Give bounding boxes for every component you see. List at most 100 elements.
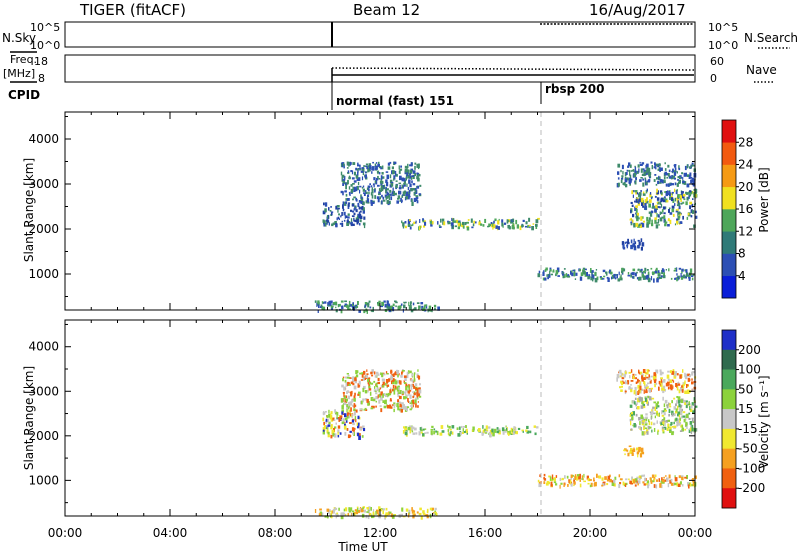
scatter-point bbox=[326, 215, 329, 219]
scatter-point bbox=[692, 190, 694, 194]
nsky-tick-low: 10^0 bbox=[30, 39, 60, 52]
scatter-point bbox=[637, 239, 640, 242]
scatter-point bbox=[362, 222, 366, 226]
scatter-point bbox=[355, 175, 359, 179]
scatter-point bbox=[654, 174, 657, 176]
scatter-point bbox=[340, 171, 343, 176]
scatter-point bbox=[380, 408, 383, 413]
scatter-point bbox=[338, 303, 341, 307]
y-tick-label: 4000 bbox=[28, 340, 59, 354]
scatter-point bbox=[656, 222, 659, 224]
scatter-point bbox=[346, 428, 349, 431]
scatter-point bbox=[646, 431, 649, 435]
scatter-point bbox=[655, 410, 658, 414]
scatter-point bbox=[341, 162, 345, 165]
scatter-point bbox=[375, 396, 379, 400]
scatter-point bbox=[465, 428, 468, 434]
scatter-point bbox=[640, 222, 644, 225]
scatter-point bbox=[363, 193, 366, 196]
scatter-point bbox=[314, 300, 317, 303]
scatter-point bbox=[616, 274, 618, 279]
scatter-point bbox=[571, 272, 574, 277]
scatter-point bbox=[359, 166, 361, 171]
scatter-point bbox=[646, 201, 649, 204]
scatter-point bbox=[350, 209, 353, 212]
scatter-point bbox=[630, 448, 633, 450]
scatter-point bbox=[409, 183, 412, 188]
scatter-point bbox=[624, 178, 628, 183]
scatter-point bbox=[424, 221, 427, 226]
scatter-point bbox=[656, 407, 658, 410]
scatter-point bbox=[691, 164, 693, 167]
power-frame bbox=[64, 111, 696, 311]
scatter-point bbox=[383, 300, 386, 303]
scatter-point bbox=[589, 479, 592, 481]
scatter-point bbox=[692, 198, 694, 200]
scatter-point bbox=[553, 481, 557, 484]
scatter-point bbox=[405, 394, 408, 397]
y-tick-label: 4000 bbox=[28, 132, 59, 146]
scatter-point bbox=[646, 188, 648, 192]
scatter-point bbox=[546, 480, 549, 484]
scatter-point bbox=[370, 199, 373, 204]
scatter-point bbox=[684, 415, 687, 419]
scatter-point bbox=[594, 481, 597, 487]
scatter-point bbox=[629, 180, 631, 184]
scatter-point bbox=[688, 278, 691, 281]
scatter-point bbox=[369, 165, 372, 170]
scatter-point bbox=[424, 432, 427, 434]
scatter-point bbox=[685, 413, 689, 419]
scatter-point bbox=[619, 276, 621, 280]
scatter-point bbox=[397, 394, 400, 397]
scatter-point bbox=[416, 302, 420, 304]
scatter-point bbox=[395, 173, 397, 176]
scatter-point bbox=[526, 430, 529, 434]
scatter-point bbox=[413, 374, 415, 379]
scatter-point bbox=[653, 372, 657, 377]
scatter-point bbox=[644, 206, 647, 210]
scatter-point bbox=[638, 198, 641, 202]
scatter-point bbox=[528, 217, 531, 222]
scatter-point bbox=[625, 183, 628, 188]
scatter-point bbox=[661, 410, 663, 415]
scatter-point bbox=[338, 418, 341, 422]
scatter-point bbox=[401, 195, 404, 198]
scatter-point bbox=[632, 190, 635, 193]
scatter-point bbox=[621, 373, 624, 376]
scatter-point bbox=[403, 194, 406, 196]
scatter-point bbox=[369, 391, 372, 396]
scatter-point bbox=[325, 419, 328, 422]
scatter-point bbox=[396, 380, 400, 384]
scatter-point bbox=[680, 481, 682, 485]
scatter-point bbox=[690, 179, 693, 184]
scatter-point bbox=[673, 406, 677, 410]
scatter-point bbox=[380, 396, 383, 401]
scatter-point bbox=[630, 428, 633, 431]
scatter-point bbox=[335, 309, 338, 313]
scatter-point bbox=[323, 202, 325, 206]
scatter-point bbox=[374, 195, 377, 199]
scatter-point bbox=[689, 374, 691, 378]
scatter-point bbox=[640, 168, 643, 173]
scatter-point bbox=[678, 202, 681, 207]
scatter-point bbox=[645, 413, 648, 416]
scatter-point bbox=[380, 391, 383, 396]
scatter-point bbox=[688, 274, 690, 278]
scatter-point bbox=[655, 474, 657, 477]
scatter-point bbox=[643, 377, 646, 380]
scatter-point bbox=[673, 269, 676, 272]
scatter-point bbox=[484, 218, 487, 223]
scatter-point bbox=[417, 165, 420, 170]
scatter-point bbox=[318, 304, 320, 308]
scatter-point bbox=[494, 218, 497, 222]
scatter-point bbox=[672, 198, 675, 202]
scatter-point bbox=[361, 167, 365, 169]
scatter-point bbox=[577, 474, 580, 477]
scatter-point bbox=[370, 507, 372, 511]
scatter-point bbox=[326, 508, 330, 512]
scatter-point bbox=[658, 163, 661, 167]
scatter-point bbox=[437, 306, 440, 311]
scatter-point bbox=[642, 220, 645, 223]
scatter-point bbox=[622, 170, 624, 175]
